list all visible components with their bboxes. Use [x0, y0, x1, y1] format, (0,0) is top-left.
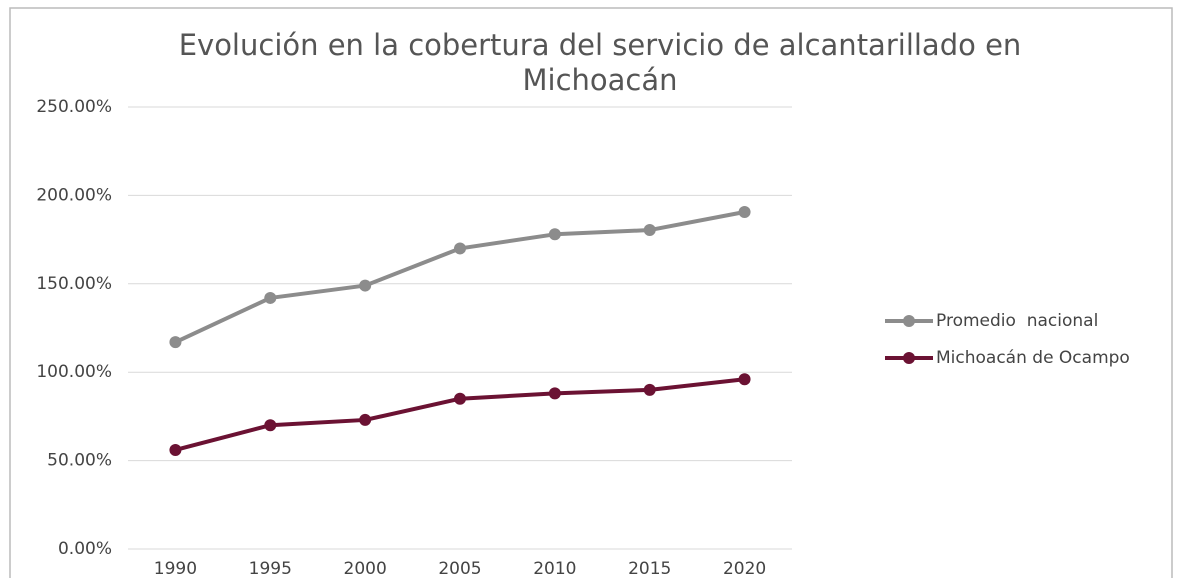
data-point	[359, 279, 372, 292]
y-tick-label: 250.00%	[36, 97, 112, 117]
legend-marker	[903, 352, 915, 364]
legend-label: Michoacán de Ocampo	[936, 348, 1130, 368]
data-point	[548, 387, 561, 400]
data-point	[548, 228, 561, 241]
x-tick-label: 2010	[533, 559, 576, 578]
x-tick-label: 2020	[723, 559, 766, 578]
y-tick-label: 200.00%	[36, 185, 112, 205]
y-tick-label: 50.00%	[47, 451, 112, 471]
series-line	[174, 210, 745, 344]
data-point	[169, 336, 182, 349]
data-point	[454, 392, 466, 405]
chart-title: Evolución en la cobertura del servicio d…	[178, 28, 1022, 97]
data-point	[643, 224, 656, 237]
data-point	[643, 383, 656, 396]
data-point	[264, 291, 277, 304]
y-tick-label: 0.00%	[58, 539, 112, 559]
data-point	[169, 443, 182, 456]
data-point	[454, 242, 466, 255]
data-point	[738, 373, 751, 386]
legend-marker	[903, 315, 915, 327]
x-tick-label: 2005	[438, 559, 481, 578]
series-line	[174, 377, 745, 452]
data-point	[738, 206, 751, 219]
x-tick-label: 2000	[344, 559, 387, 578]
y-tick-label: 150.00%	[36, 274, 112, 294]
y-tick-label: 100.00%	[36, 362, 112, 382]
x-tick-label: 2015	[628, 559, 671, 578]
chart-border	[9, 7, 1173, 578]
x-tick-label: 1990	[154, 559, 197, 578]
x-tick-label: 1995	[249, 559, 292, 578]
legend-label: Promedio nacional	[936, 311, 1098, 331]
data-point	[264, 419, 277, 432]
data-point	[359, 413, 372, 426]
